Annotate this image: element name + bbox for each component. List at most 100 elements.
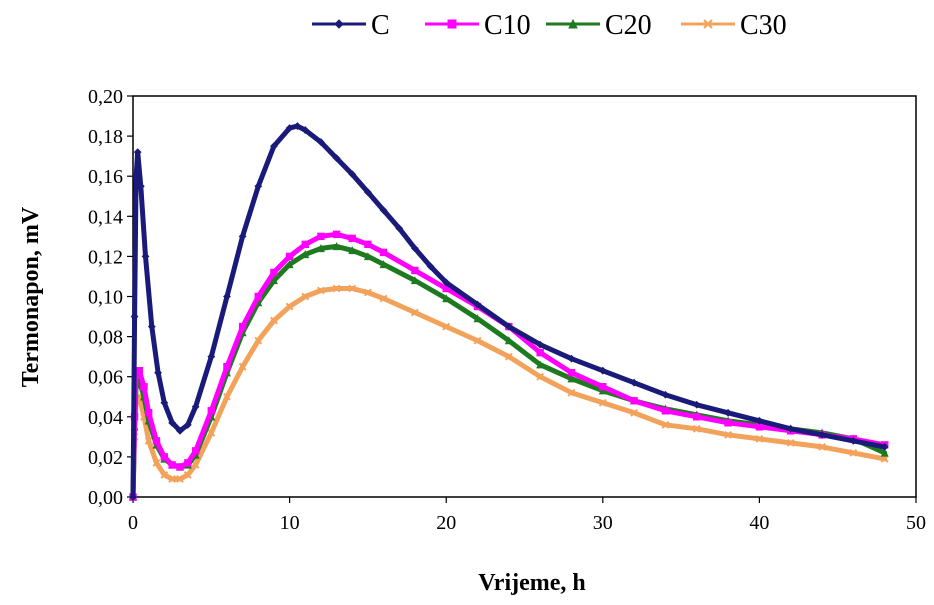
data-point xyxy=(301,250,310,259)
data-point xyxy=(880,448,889,457)
data-point xyxy=(254,292,262,301)
data-point xyxy=(504,336,513,345)
data-point xyxy=(598,398,607,407)
x-tick-label: 0 xyxy=(128,512,138,534)
data-point xyxy=(724,408,732,417)
data-point xyxy=(301,126,310,134)
data-point xyxy=(154,368,162,377)
data-point xyxy=(238,322,247,331)
data-point xyxy=(316,244,325,253)
data-point xyxy=(168,475,177,483)
series-c20 xyxy=(128,242,889,501)
x-tick-label: 40 xyxy=(749,512,769,534)
data-point xyxy=(223,392,231,401)
data-point xyxy=(129,493,137,501)
series-c xyxy=(129,122,889,501)
data-point xyxy=(191,402,200,411)
data-point xyxy=(176,475,184,483)
data-point xyxy=(160,471,169,479)
data-point xyxy=(130,312,139,321)
plot-area-frame xyxy=(132,95,917,498)
data-point xyxy=(395,224,404,233)
data-point xyxy=(410,276,419,285)
data-point xyxy=(207,352,216,361)
y-tick-label: 0,00 xyxy=(88,487,123,509)
data-point xyxy=(567,354,576,363)
data-point xyxy=(144,436,153,445)
data-point xyxy=(599,383,607,391)
data-point xyxy=(254,336,263,345)
legend-item-c: C xyxy=(312,10,390,41)
data-point xyxy=(661,407,670,415)
data-point xyxy=(504,322,513,331)
data-point xyxy=(363,288,372,297)
data-point xyxy=(332,284,341,293)
y-tick-label: 0,18 xyxy=(88,126,123,148)
x-axis: 0 10 20 30 40 50 xyxy=(128,497,926,534)
series-line xyxy=(130,243,888,500)
data-point xyxy=(332,154,341,163)
data-point xyxy=(379,206,388,215)
data-point xyxy=(426,262,435,271)
data-point xyxy=(317,138,325,147)
y-axis: 0,00 0,02 0,04 0,06 0,08 0,10 0,12 0,14 0,16 0,18… xyxy=(88,86,133,509)
data-point xyxy=(136,182,145,191)
data-point xyxy=(692,424,701,433)
data-point xyxy=(504,352,513,361)
data-point xyxy=(567,368,576,377)
data-point xyxy=(442,322,451,331)
data-point xyxy=(880,442,889,451)
data-point xyxy=(348,234,356,243)
data-point xyxy=(786,438,795,447)
data-point xyxy=(147,322,156,331)
data-point xyxy=(630,397,638,405)
data-point xyxy=(703,19,713,29)
data-point xyxy=(536,348,544,357)
data-point xyxy=(176,426,184,435)
data-point xyxy=(410,244,419,253)
data-point xyxy=(223,292,231,301)
data-point xyxy=(135,366,143,375)
y-tick-label: 0,14 xyxy=(88,206,123,228)
data-point xyxy=(301,240,309,249)
legend: C C10 C20 C30 xyxy=(312,10,787,41)
data-point xyxy=(692,400,701,409)
data-point xyxy=(364,240,372,249)
data-point xyxy=(661,390,670,399)
data-point xyxy=(223,362,231,371)
data-point xyxy=(849,436,858,445)
data-point xyxy=(238,232,247,241)
data-point xyxy=(132,172,141,181)
data-point xyxy=(183,420,192,429)
data-point xyxy=(168,418,177,427)
data-point xyxy=(317,286,325,295)
data-point xyxy=(285,124,294,132)
data-point xyxy=(379,294,388,303)
data-point xyxy=(410,308,419,317)
data-point xyxy=(536,360,545,369)
data-point xyxy=(144,409,153,417)
data-point xyxy=(285,302,294,311)
legend-item-c20: C20 xyxy=(546,10,652,41)
data-point xyxy=(630,378,639,387)
series-c30 xyxy=(129,284,889,501)
y-tick-label: 0,04 xyxy=(88,407,123,429)
data-point xyxy=(755,416,764,425)
data-point xyxy=(818,430,826,439)
series-line xyxy=(130,123,888,500)
data-point xyxy=(598,386,607,395)
x-tick-label: 20 xyxy=(436,512,456,534)
data-point xyxy=(473,336,482,345)
series-layer xyxy=(128,122,889,501)
y-tick-label: 0,08 xyxy=(88,327,123,349)
y-tick-label: 0,10 xyxy=(88,287,123,309)
data-point xyxy=(363,188,372,197)
data-point xyxy=(184,459,192,467)
data-point xyxy=(168,461,176,469)
data-point xyxy=(379,260,388,269)
data-point xyxy=(269,276,278,285)
series-line xyxy=(130,286,888,500)
legend-item-c10: C10 xyxy=(425,10,531,41)
data-point xyxy=(473,314,482,323)
